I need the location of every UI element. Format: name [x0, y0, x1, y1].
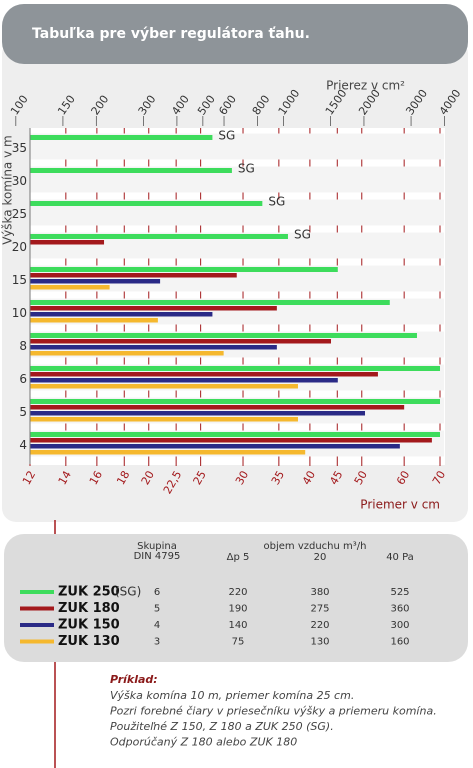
x-label: Priemer v cm — [360, 498, 440, 512]
bar — [30, 240, 105, 245]
example-line: Výška komína 10 m, priemer komína 25 cm. — [110, 689, 354, 702]
x-tick-label: 18 — [114, 469, 132, 488]
page-title: Tabuľka pre výber regulátora ťahu. — [32, 26, 310, 42]
table-cell: 6 — [154, 587, 160, 598]
bar-end-label: SG — [268, 195, 285, 209]
bar — [30, 432, 440, 437]
bar — [30, 345, 277, 350]
product-name: ZUK 180 — [58, 601, 120, 616]
bar — [30, 306, 277, 311]
bar — [30, 405, 405, 410]
table-cell: 190 — [228, 604, 247, 615]
x-tick-label: 60 — [394, 469, 412, 488]
bar — [30, 279, 161, 284]
product-name: ZUK 250 — [58, 585, 120, 600]
header-panel — [2, 4, 468, 64]
x-tick-label: 30 — [233, 469, 251, 488]
table-panel — [4, 534, 468, 662]
y-tick-label: 15 — [12, 273, 27, 287]
table-cell: 4 — [154, 620, 160, 631]
flow-header: objem vzduchu m³/h — [264, 541, 367, 552]
bar — [30, 267, 338, 272]
bar — [30, 300, 390, 305]
bar — [30, 450, 306, 455]
bar-end-label: SG — [218, 129, 235, 143]
y-tick-label: 25 — [12, 207, 27, 221]
bar — [30, 444, 400, 449]
bar — [30, 312, 213, 317]
table-cell: 3 — [154, 637, 160, 648]
y-label: Výška komína v m — [1, 135, 15, 244]
table-cell: 525 — [390, 587, 409, 598]
bar — [30, 285, 110, 290]
bar — [30, 438, 432, 443]
x-tick-label: 45 — [327, 469, 345, 488]
table-cell: 300 — [390, 620, 409, 631]
bar — [30, 135, 213, 140]
product-name: ZUK 130 — [58, 634, 120, 649]
x-tick-label: 35 — [269, 469, 287, 488]
y-tick-label: 20 — [12, 240, 27, 254]
bar — [30, 168, 232, 173]
bar-end-label: SG — [294, 228, 311, 242]
table-cell: 360 — [390, 604, 409, 615]
y-tick-label: 6 — [19, 372, 27, 386]
x-tick-label: 16 — [87, 469, 105, 488]
y-tick-label: 8 — [19, 339, 27, 353]
table-cell: 380 — [310, 587, 329, 598]
bar — [30, 411, 366, 416]
bar — [30, 339, 331, 344]
example-title: Príklad: — [110, 673, 158, 686]
x-tick-label: 20 — [139, 469, 157, 488]
bar — [30, 378, 338, 383]
y-tick-label: 30 — [12, 174, 27, 188]
group-header: DIN 4795 — [134, 551, 181, 562]
table-cell: 160 — [390, 637, 409, 648]
column-header: 40 Pa — [386, 552, 414, 563]
bar — [30, 201, 263, 206]
table-cell: 75 — [232, 637, 245, 648]
example-line: Použiteľné Z 150, Z 180 a ZUK 250 (SG). — [110, 720, 334, 733]
y-tick-label: 5 — [19, 405, 27, 419]
bar — [30, 318, 158, 323]
example-line: Pozri forebné čiary v priesečníku výšky … — [110, 705, 437, 718]
bar — [30, 234, 288, 239]
x-tick-label: 14 — [56, 469, 74, 488]
table-cell: 130 — [310, 637, 329, 648]
y-tick-label: 35 — [12, 141, 27, 155]
example-line: Odporúčaný Z 180 alebo ZUK 180 — [110, 736, 297, 749]
product-name: ZUK 150 — [58, 618, 120, 633]
product-note: (SG) — [115, 585, 141, 599]
x2-label: Prierez v cm² — [326, 79, 405, 93]
y-tick-label: 10 — [12, 306, 27, 320]
bar-end-label: SG — [238, 162, 255, 176]
x-tick-label: 12 — [20, 469, 38, 488]
x-tick-label: 50 — [352, 469, 370, 488]
group-header: Skupina — [137, 541, 177, 552]
table-cell: 5 — [154, 604, 160, 615]
table-cell: 220 — [310, 620, 329, 631]
bar — [30, 351, 224, 356]
bar — [30, 417, 298, 422]
x-tick-label: 25 — [191, 469, 209, 488]
x-tick-label: 70 — [430, 469, 448, 488]
x-tick-label: 40 — [300, 469, 318, 488]
bar — [30, 333, 417, 338]
table-cell: 220 — [228, 587, 247, 598]
bar — [30, 399, 440, 404]
table-cell: 275 — [310, 604, 329, 615]
y-tick-label: 4 — [19, 438, 27, 452]
bar — [30, 372, 378, 377]
bar — [30, 273, 237, 278]
column-header: Δp 5 — [227, 552, 250, 563]
column-header: 20 — [314, 552, 327, 563]
bar — [30, 366, 440, 371]
bar — [30, 384, 298, 389]
table-cell: 140 — [228, 620, 247, 631]
